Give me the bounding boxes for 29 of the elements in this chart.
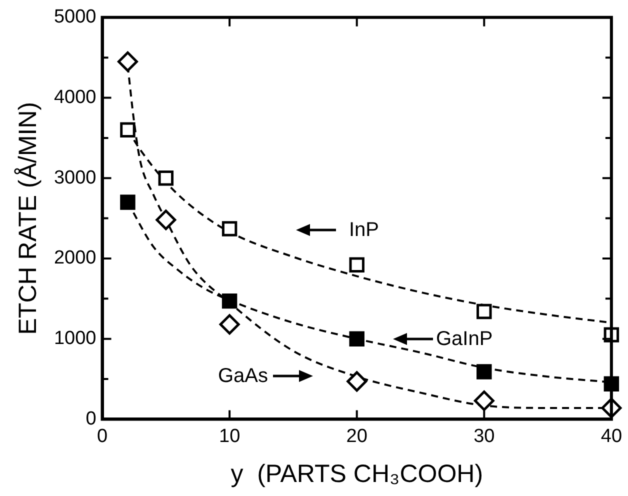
point — [117, 51, 138, 72]
y-tick-label: 5000 — [54, 6, 96, 28]
point — [474, 390, 494, 411]
y-tick-label: 1000 — [54, 328, 96, 350]
point — [476, 304, 492, 320]
point — [158, 170, 174, 186]
x-tick-label: 20 — [346, 426, 368, 447]
y-tick-label: 0 — [86, 408, 96, 430]
annotation: GaAs — [218, 365, 268, 387]
point — [156, 210, 176, 230]
point — [222, 293, 238, 309]
point — [346, 371, 368, 392]
y-tick-label: 2000 — [54, 248, 96, 269]
y-tick-label: 4000 — [54, 86, 96, 108]
annotation: GaInP — [436, 328, 493, 350]
y-tick-label: 3000 — [54, 167, 96, 188]
x-tick-label: 30 — [474, 426, 495, 447]
y-axis-title: ETCH RATE (Å/MIN) — [14, 102, 42, 335]
point — [349, 331, 364, 346]
point — [120, 194, 136, 210]
x-tick-label: 10 — [218, 426, 240, 447]
point — [476, 364, 492, 380]
annotation: InP — [349, 219, 380, 241]
x-tick-label: 40 — [600, 426, 622, 447]
point — [349, 257, 364, 273]
point — [120, 122, 136, 138]
point — [219, 314, 240, 335]
point — [222, 221, 238, 236]
x-axis-title: y (PARTS CH₃COOH) — [230, 460, 484, 488]
